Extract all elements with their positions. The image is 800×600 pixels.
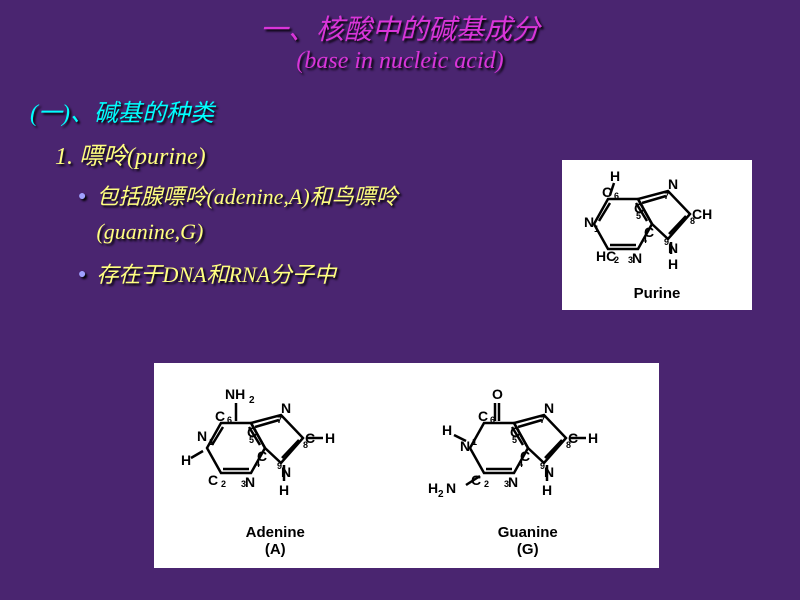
svg-text:H: H xyxy=(428,480,438,496)
svg-text:N: N xyxy=(245,474,255,490)
svg-text:O: O xyxy=(492,386,503,402)
svg-text:9: 9 xyxy=(540,461,545,471)
svg-text:H: H xyxy=(279,482,289,498)
svg-text:N: N xyxy=(446,480,456,496)
svg-text:5: 5 xyxy=(512,435,517,445)
svg-text:N: N xyxy=(584,214,594,230)
bullet-icon: ● xyxy=(78,264,86,292)
svg-text:2: 2 xyxy=(614,255,619,265)
svg-text:N: N xyxy=(544,400,554,416)
svg-text:1: 1 xyxy=(209,437,214,447)
section-heading: (一)、碱基的种类 xyxy=(30,93,800,128)
svg-text:3: 3 xyxy=(504,479,509,489)
svg-text:N: N xyxy=(668,240,678,256)
adenine-guanine-diagram: N1 C2 N3 C4 C5 C6 N7 C8 N9 NH2 H H H Ade… xyxy=(154,363,659,568)
guanine-label: Guanine xyxy=(418,524,638,541)
svg-text:5: 5 xyxy=(636,211,641,221)
svg-text:2: 2 xyxy=(438,489,444,500)
bullet-1-text: 包括腺嘌呤(adenine,A)和鸟嘌呤(guanine,G) xyxy=(96,179,406,249)
svg-text:N: N xyxy=(460,438,470,454)
adenine-label: Adenine xyxy=(175,524,375,541)
svg-text:1: 1 xyxy=(594,224,599,234)
svg-text:7: 7 xyxy=(664,191,669,201)
svg-text:N: N xyxy=(632,250,642,266)
purine-structure-icon: N1 HC2 N3 C4 C5 C6 N7 CH8 N9 H H xyxy=(572,169,742,279)
svg-text:3: 3 xyxy=(241,479,246,489)
svg-text:6: 6 xyxy=(227,415,232,425)
svg-text:CH: CH xyxy=(692,206,712,222)
svg-text:9: 9 xyxy=(664,237,669,247)
svg-text:H: H xyxy=(542,482,552,498)
svg-text:C: C xyxy=(208,472,218,488)
guanine-block: N1 C2 N3 C4 C5 C6 N7 C8 N9 O H H2N H H G… xyxy=(418,373,638,558)
adenine-block: N1 C2 N3 C4 C5 C6 N7 C8 N9 NH2 H H H Ade… xyxy=(175,373,375,558)
svg-text:3: 3 xyxy=(628,255,633,265)
svg-text:8: 8 xyxy=(566,440,571,450)
svg-text:2: 2 xyxy=(249,395,255,406)
slide: 一、核酸中的碱基成分 (base in nucleic acid) (一)、碱基… xyxy=(0,0,800,600)
purine-diagram: N1 HC2 N3 C4 C5 C6 N7 CH8 N9 H H Purine xyxy=(562,160,752,310)
svg-text:N: N xyxy=(544,464,554,480)
purine-label: Purine xyxy=(634,285,681,302)
svg-text:4: 4 xyxy=(518,459,523,469)
guanine-structure-icon: N1 C2 N3 C4 C5 C6 N7 C8 N9 O H H2N H H xyxy=(418,373,638,518)
svg-text:C: C xyxy=(215,408,225,424)
bullet-icon: ● xyxy=(78,186,86,249)
svg-text:H: H xyxy=(588,430,598,446)
svg-text:H: H xyxy=(181,452,191,468)
svg-text:4: 4 xyxy=(642,235,647,245)
title-line2: (base in nucleic acid) xyxy=(0,48,800,75)
svg-text:NH: NH xyxy=(225,386,245,402)
guanine-abbrev: (G) xyxy=(418,541,638,558)
adenine-abbrev: (A) xyxy=(175,541,375,558)
adenine-structure-icon: N1 C2 N3 C4 C5 C6 N7 C8 N9 NH2 H H H xyxy=(175,373,375,518)
svg-text:8: 8 xyxy=(303,440,308,450)
svg-text:6: 6 xyxy=(490,415,495,425)
svg-text:C: C xyxy=(478,408,488,424)
svg-text:9: 9 xyxy=(277,461,282,471)
svg-text:1: 1 xyxy=(472,437,477,447)
svg-text:N: N xyxy=(508,474,518,490)
svg-text:H: H xyxy=(442,422,452,438)
svg-text:7: 7 xyxy=(277,415,282,425)
title-line1: 一、核酸中的碱基成分 xyxy=(0,0,800,48)
svg-text:8: 8 xyxy=(690,216,695,226)
svg-text:6: 6 xyxy=(614,191,619,201)
svg-text:2: 2 xyxy=(221,479,226,489)
svg-text:H: H xyxy=(668,256,678,272)
svg-text:5: 5 xyxy=(249,435,254,445)
svg-text:2: 2 xyxy=(484,479,489,489)
bullet-2-text: 存在于DNA和RNA分子中 xyxy=(96,257,336,292)
svg-text:N: N xyxy=(281,464,291,480)
svg-text:N: N xyxy=(197,428,207,444)
svg-text:C: C xyxy=(471,472,481,488)
svg-text:4: 4 xyxy=(255,459,260,469)
svg-text:H: H xyxy=(325,430,335,446)
svg-text:N: N xyxy=(281,400,291,416)
svg-text:7: 7 xyxy=(540,415,545,425)
svg-text:H: H xyxy=(610,169,620,184)
svg-text:N: N xyxy=(668,176,678,192)
